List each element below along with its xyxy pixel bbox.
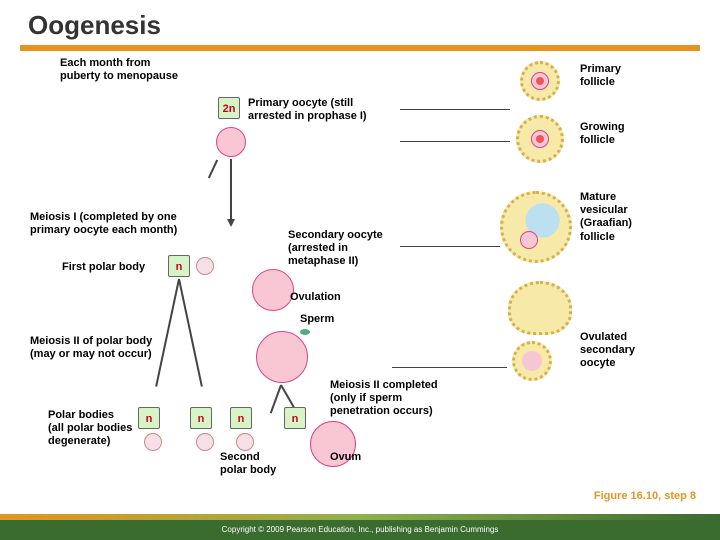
label-growing-follicle: Growingfollicle	[580, 121, 625, 147]
label-ovulated-oocyte: Ovulatedsecondaryoocyte	[580, 331, 635, 371]
follicle-growing	[516, 115, 564, 163]
arrowhead-1	[227, 219, 235, 227]
follicle-primary	[520, 61, 560, 101]
line-to-growing-follicle	[400, 141, 510, 142]
label-mature-follicle: Maturevesicular(Graafian)follicle	[580, 191, 632, 244]
follicle-ruptured	[508, 281, 572, 335]
label-polar-bodies: Polar bodies(all polar bodiesdegenerate)	[48, 409, 148, 449]
ploidy-2n: 2n	[218, 97, 240, 119]
cell-first-polar	[196, 257, 214, 275]
label-secondary-oocyte: Secondary oocyte(arrested inmetaphase II…	[288, 229, 418, 269]
figure-reference: Figure 16.10, step 8	[594, 490, 696, 502]
line-to-primary-follicle	[400, 109, 510, 110]
cell-fertilizing	[256, 331, 308, 383]
label-ovum: Ovum	[330, 451, 361, 464]
line-to-ovulated	[392, 367, 507, 368]
arrow-main-1	[230, 159, 232, 219]
ploidy-n-5: n	[284, 407, 306, 429]
cell-polar-b	[196, 433, 214, 451]
label-ovulation: Ovulation	[290, 291, 341, 304]
label-primary-oocyte: Primary oocyte (stillarrested in prophas…	[248, 97, 398, 123]
ploidy-n-1: n	[168, 255, 190, 277]
cell-secondary-oocyte	[252, 269, 294, 311]
line-polar-split-l	[155, 279, 180, 387]
follicle-mature	[500, 191, 572, 263]
cell-ovulated	[512, 341, 552, 381]
sperm-icon	[300, 329, 310, 335]
label-second-polar: Secondpolar body	[220, 451, 300, 477]
cell-polar-c	[236, 433, 254, 451]
page-title: Oogenesis	[0, 0, 720, 45]
cell-primary-oocyte	[216, 127, 246, 157]
line-sec-split-l	[270, 385, 282, 414]
label-first-polar: First polar body	[62, 261, 162, 274]
label-sperm: Sperm	[300, 313, 334, 326]
copyright-bar: Copyright © 2009 Pearson Education, Inc.…	[0, 520, 720, 540]
label-meiosis-ii-complete: Meiosis II completed(only if spermpenetr…	[330, 379, 480, 419]
ploidy-n-4: n	[230, 407, 252, 429]
line-polar-split-r	[178, 279, 203, 387]
label-meiosis-i: Meiosis I (completed by oneprimary oocyt…	[30, 211, 205, 237]
label-monthly: Each month frompuberty to menopause	[60, 57, 200, 83]
ploidy-n-3: n	[190, 407, 212, 429]
diagram-area: Each month frompuberty to menopause 2n P…	[0, 51, 720, 491]
line-split-polar	[208, 160, 218, 179]
label-primary-follicle: Primaryfollicle	[580, 63, 621, 89]
